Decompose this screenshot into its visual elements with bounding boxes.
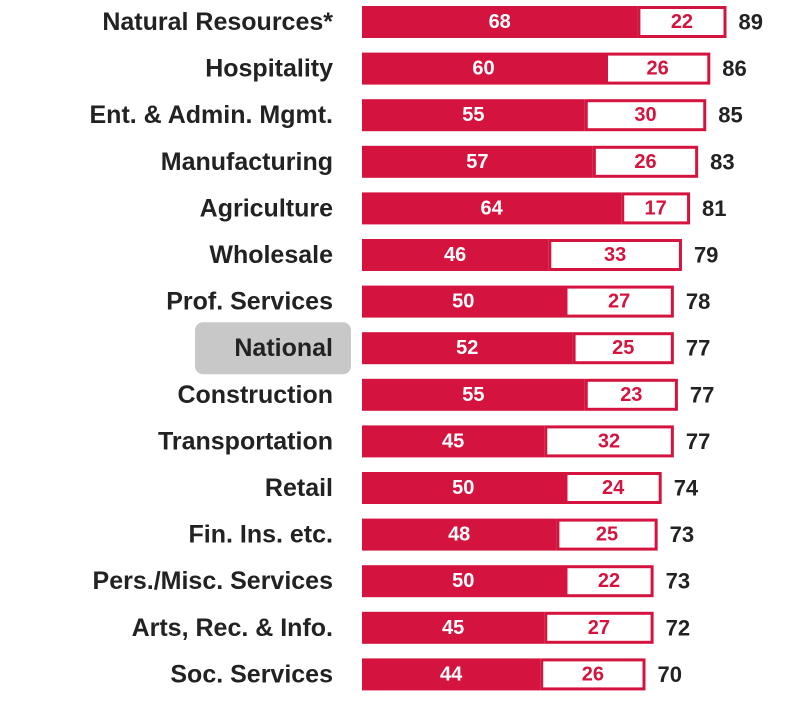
bar-segment	[362, 145, 593, 178]
category-label: Pers./Misc. Services	[93, 567, 333, 595]
bar-segment	[362, 99, 585, 132]
bar-segment	[548, 239, 682, 271]
category-label: Retail	[265, 474, 333, 502]
category-label: Wholesale	[209, 241, 333, 269]
category-label: Natural Resources*	[102, 8, 333, 36]
category-label: Ent. & Admin. Mgmt.	[90, 101, 334, 129]
bar-segment	[544, 425, 674, 458]
total-label: 73	[670, 522, 694, 547]
total-label: 86	[722, 56, 746, 81]
value-label: 23	[620, 384, 642, 406]
bar-segment	[362, 192, 622, 225]
value-label: 52	[456, 337, 478, 359]
value-label: 57	[466, 151, 488, 173]
total-label: 77	[686, 336, 710, 361]
category-label: Manufacturing	[161, 148, 333, 176]
category-label: Fin. Ins. etc.	[189, 521, 333, 549]
total-label: 73	[666, 569, 690, 594]
bar-segment	[572, 332, 674, 365]
value-label: 30	[634, 104, 656, 126]
bar-segment	[362, 472, 565, 504]
category-label: Prof. Services	[166, 288, 333, 316]
value-label: 27	[588, 617, 610, 639]
bar-segment	[584, 99, 707, 132]
bar-segment	[362, 6, 638, 38]
bar-segment	[592, 145, 699, 178]
value-label: 64	[480, 197, 503, 219]
category-label: Construction	[177, 381, 333, 409]
value-label: 50	[452, 477, 474, 499]
total-label: 81	[702, 196, 726, 221]
bar-segment	[637, 6, 727, 38]
value-label: 60	[472, 58, 494, 80]
total-label: 77	[686, 429, 710, 454]
bar-segment	[556, 518, 658, 551]
bar-segment	[564, 285, 674, 318]
category-label: Soc. Services	[170, 660, 333, 688]
bar-segment	[362, 658, 541, 691]
bar-segment	[362, 425, 545, 458]
bar-segment	[362, 52, 605, 85]
bar-segment	[362, 565, 565, 598]
value-label: 45	[442, 617, 464, 639]
total-label: 77	[690, 382, 714, 407]
value-label: 22	[598, 570, 620, 592]
bar-segment	[362, 332, 573, 365]
value-label: 26	[582, 663, 604, 685]
value-label: 48	[448, 524, 470, 546]
highlight-box	[195, 322, 351, 375]
bar-segment	[540, 658, 646, 691]
value-label: 25	[596, 524, 618, 546]
bar-segment	[544, 611, 654, 644]
total-label: 78	[686, 289, 710, 314]
total-label: 83	[710, 149, 734, 174]
value-label: 22	[671, 11, 693, 33]
value-label: 26	[634, 151, 656, 173]
bar-segment	[621, 192, 691, 225]
value-label: 50	[452, 291, 474, 313]
value-label: 68	[489, 11, 511, 33]
bar-segment	[584, 378, 678, 411]
bar-segment	[564, 565, 654, 598]
value-label: 27	[608, 291, 630, 313]
bar-segment	[564, 472, 662, 504]
total-label: 89	[739, 10, 763, 35]
value-label: 44	[440, 663, 463, 685]
value-label: 17	[645, 197, 667, 219]
bar-segment	[362, 239, 549, 271]
category-label: Agriculture	[200, 194, 333, 222]
category-label: Arts, Rec. & Info.	[132, 614, 333, 642]
category-label: Hospitality	[205, 55, 333, 83]
value-label: 24	[602, 477, 625, 499]
total-label: 79	[694, 243, 718, 268]
total-label: 85	[718, 103, 742, 128]
value-label: 33	[604, 244, 626, 266]
category-label: Transportation	[158, 427, 333, 455]
value-label: 50	[452, 570, 474, 592]
bar-segment	[362, 378, 585, 411]
total-label: 74	[674, 476, 699, 501]
total-label: 70	[658, 662, 682, 687]
bar-segment	[605, 52, 711, 85]
value-label: 26	[647, 58, 669, 80]
bar-segment	[362, 611, 545, 644]
value-label: 46	[444, 244, 466, 266]
category-label: National	[234, 334, 333, 362]
value-label: 55	[462, 104, 484, 126]
value-label: 25	[612, 337, 634, 359]
value-label: 45	[442, 430, 464, 452]
value-label: 55	[462, 384, 484, 406]
value-label: 32	[598, 430, 620, 452]
bar-segment	[362, 285, 565, 318]
bar-segment	[362, 518, 557, 551]
total-label: 72	[666, 615, 690, 640]
